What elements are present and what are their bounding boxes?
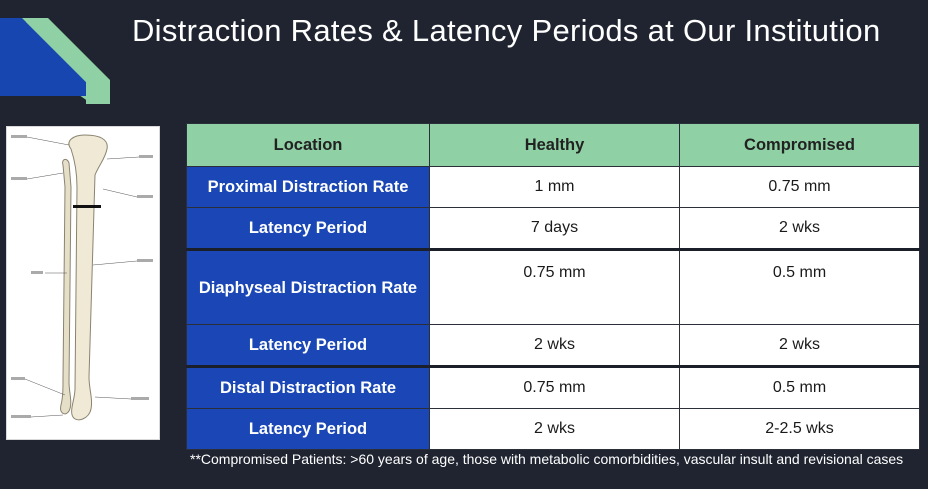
table-row: Latency Period 2 wks 2 wks [186, 324, 920, 367]
healthy-value: 0.75 mm [429, 248, 680, 325]
row-label: Latency Period [186, 207, 430, 250]
row-label: Latency Period [186, 408, 430, 450]
bone-illustration [6, 126, 160, 440]
row-label: Latency Period [186, 324, 430, 367]
compromised-value: 0.75 mm [679, 166, 920, 208]
row-label: Proximal Distraction Rate [186, 166, 430, 208]
healthy-value: 2 wks [429, 408, 680, 450]
distraction-rates-table: Location Healthy Compromised Proximal Di… [186, 123, 920, 450]
compromised-value: 0.5 mm [679, 365, 920, 409]
row-label: Distal Distraction Rate [186, 365, 430, 409]
tibia-fibula-icon [11, 134, 153, 421]
compromised-value: 0.5 mm [679, 248, 920, 325]
table-row: Distal Distraction Rate 0.75 mm 0.5 mm [186, 365, 920, 409]
header-compromised: Compromised [679, 123, 920, 167]
healthy-value: 2 wks [429, 324, 680, 367]
footnote: **Compromised Patients: >60 years of age… [190, 451, 904, 467]
healthy-value: 0.75 mm [429, 365, 680, 409]
table-header-row: Location Healthy Compromised [186, 123, 920, 167]
table-row: Diaphyseal Distraction Rate 0.75 mm 0.5 … [186, 248, 920, 325]
row-label: Diaphyseal Distraction Rate [186, 248, 430, 325]
table-row: Latency Period 2 wks 2-2.5 wks [186, 408, 920, 450]
header-location: Location [186, 123, 430, 167]
header-healthy: Healthy [429, 123, 680, 167]
compromised-value: 2-2.5 wks [679, 408, 920, 450]
healthy-value: 7 days [429, 207, 680, 250]
corner-stripes-decoration [0, 22, 110, 104]
compromised-value: 2 wks [679, 324, 920, 367]
compromised-value: 2 wks [679, 207, 920, 250]
table-row: Latency Period 7 days 2 wks [186, 207, 920, 250]
healthy-value: 1 mm [429, 166, 680, 208]
table-row: Proximal Distraction Rate 1 mm 0.75 mm [186, 166, 920, 208]
slide-title: Distraction Rates & Latency Periods at O… [132, 13, 881, 48]
